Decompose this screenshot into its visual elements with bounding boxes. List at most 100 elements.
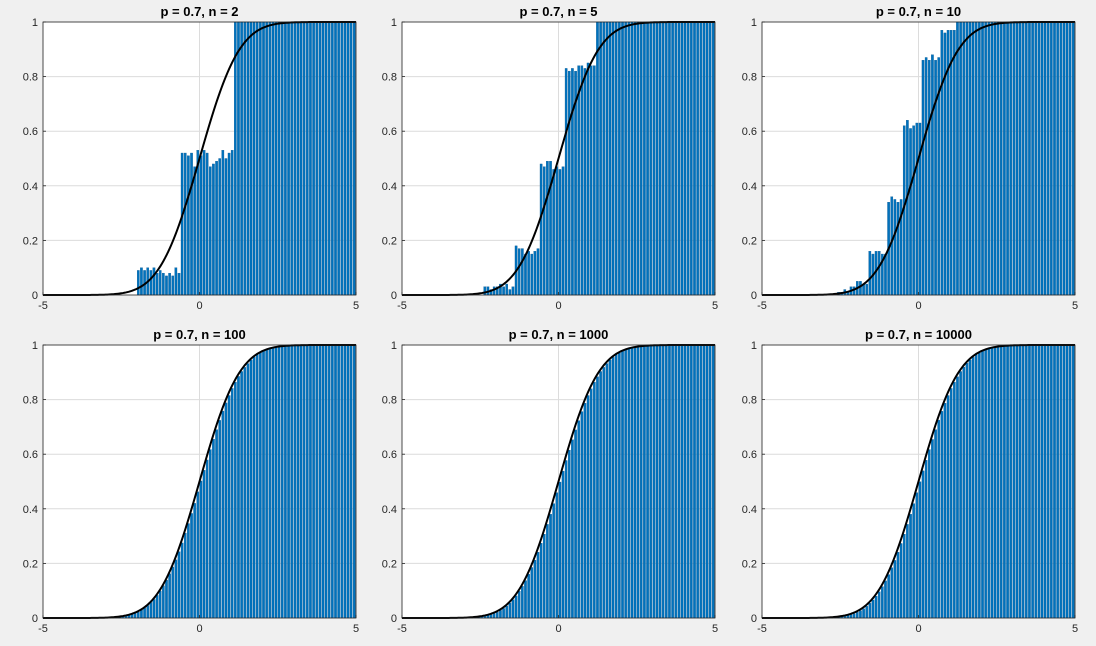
histogram-bar: [511, 599, 515, 619]
histogram-bar: [893, 199, 897, 296]
histogram-bar: [187, 523, 190, 619]
histogram-bar: [1034, 344, 1038, 619]
panel-title: p = 0.7, n = 100: [153, 327, 246, 342]
histogram-bar: [1056, 344, 1059, 619]
histogram-bar: [514, 595, 518, 619]
histogram-bar: [624, 349, 627, 619]
histogram-bar: [530, 253, 534, 296]
histogram-bar: [337, 21, 340, 296]
histogram-bar: [1028, 21, 1031, 296]
histogram-bar: [902, 534, 906, 619]
histogram-bar: [696, 344, 699, 619]
histogram-bar: [268, 348, 272, 619]
histogram-bar: [517, 591, 521, 619]
histogram-bar: [859, 610, 862, 619]
x-tick-label: -5: [397, 300, 407, 312]
histogram-bar: [190, 152, 193, 296]
histogram-bar: [524, 580, 527, 619]
histogram-bar: [890, 196, 894, 296]
histogram-bar: [1059, 344, 1063, 619]
histogram-bar: [315, 344, 319, 619]
histogram-bar: [558, 169, 562, 296]
x-tick-label: 0: [555, 623, 561, 635]
histogram-bar: [668, 344, 671, 619]
histogram-bar: [865, 283, 868, 296]
histogram-bar: [1071, 21, 1075, 296]
histogram-bar: [293, 21, 297, 296]
histogram-bar: [974, 354, 978, 619]
histogram-bar: [140, 267, 143, 296]
histogram-bar: [196, 150, 200, 296]
histogram-bar: [218, 158, 221, 296]
histogram-bar: [1031, 344, 1034, 619]
histogram-bar: [143, 607, 146, 619]
histogram-bar: [499, 610, 502, 619]
histogram-bar: [549, 514, 552, 619]
y-tick-label: 0: [751, 290, 757, 302]
histogram-bar: [502, 286, 505, 296]
histogram-bar: [1012, 21, 1016, 296]
y-tick-label: 0.4: [742, 181, 757, 193]
histogram-bar: [262, 21, 265, 296]
histogram-bar: [1050, 21, 1053, 296]
histogram-bar: [928, 449, 931, 619]
histogram-bar: [696, 21, 699, 296]
histogram-bar: [193, 166, 196, 296]
histogram-bar: [690, 344, 693, 619]
histogram-bar: [274, 21, 278, 296]
histogram-bar: [155, 595, 159, 619]
histogram-bar: [155, 272, 159, 296]
histogram-bar: [643, 345, 646, 619]
histogram-bar: [589, 65, 593, 296]
histogram-bar: [996, 346, 1000, 619]
histogram-bar: [599, 21, 602, 296]
histogram-bar: [252, 356, 256, 619]
histogram-bar: [255, 21, 259, 296]
histogram-bar: [934, 60, 937, 296]
histogram-bar: [237, 376, 240, 619]
histogram-bar: [702, 21, 706, 296]
y-tick-label: 0.2: [742, 558, 757, 570]
y-tick-label: 0.8: [742, 72, 757, 84]
histogram-bar: [899, 543, 903, 619]
histogram-bar: [643, 21, 646, 296]
histogram-bar: [312, 21, 315, 296]
histogram-bar: [708, 21, 712, 296]
histogram-bar: [202, 470, 206, 619]
histogram-bar: [230, 150, 234, 296]
histogram-bar: [993, 347, 997, 619]
histogram-bar: [287, 21, 290, 296]
histogram-bar: [649, 21, 652, 296]
histogram-bar: [949, 388, 953, 619]
histogram-bar: [321, 21, 325, 296]
histogram-bar: [552, 503, 555, 619]
histogram-bar: [677, 21, 681, 296]
histogram-bar: [146, 605, 149, 619]
histogram-bar: [1062, 344, 1066, 619]
histogram-bar: [856, 612, 859, 619]
histogram-bar: [158, 590, 162, 619]
histogram-bar: [646, 345, 649, 619]
histogram-bar: [140, 609, 143, 619]
histogram-bar: [246, 363, 250, 619]
histogram-bar: [996, 21, 1000, 296]
histogram-bar: [627, 348, 631, 619]
histogram-bar: [296, 345, 300, 619]
histogram-bar: [984, 21, 987, 296]
histogram-bar: [711, 21, 715, 296]
histogram-bar: [274, 347, 278, 619]
histogram-bar: [981, 21, 984, 296]
histogram-bar: [483, 286, 487, 296]
histogram-bar: [177, 272, 181, 296]
histogram-bar: [162, 585, 165, 619]
histogram-bar: [546, 161, 549, 296]
histogram-bar: [137, 611, 140, 619]
histogram-bar: [240, 21, 243, 296]
histogram-bar: [868, 251, 872, 296]
histogram-bar: [865, 606, 868, 619]
histogram-bar: [661, 21, 665, 296]
histogram-bar: [583, 68, 587, 296]
histogram-bar: [915, 122, 919, 296]
histogram-bar: [539, 163, 543, 296]
histogram-bar: [614, 21, 618, 296]
